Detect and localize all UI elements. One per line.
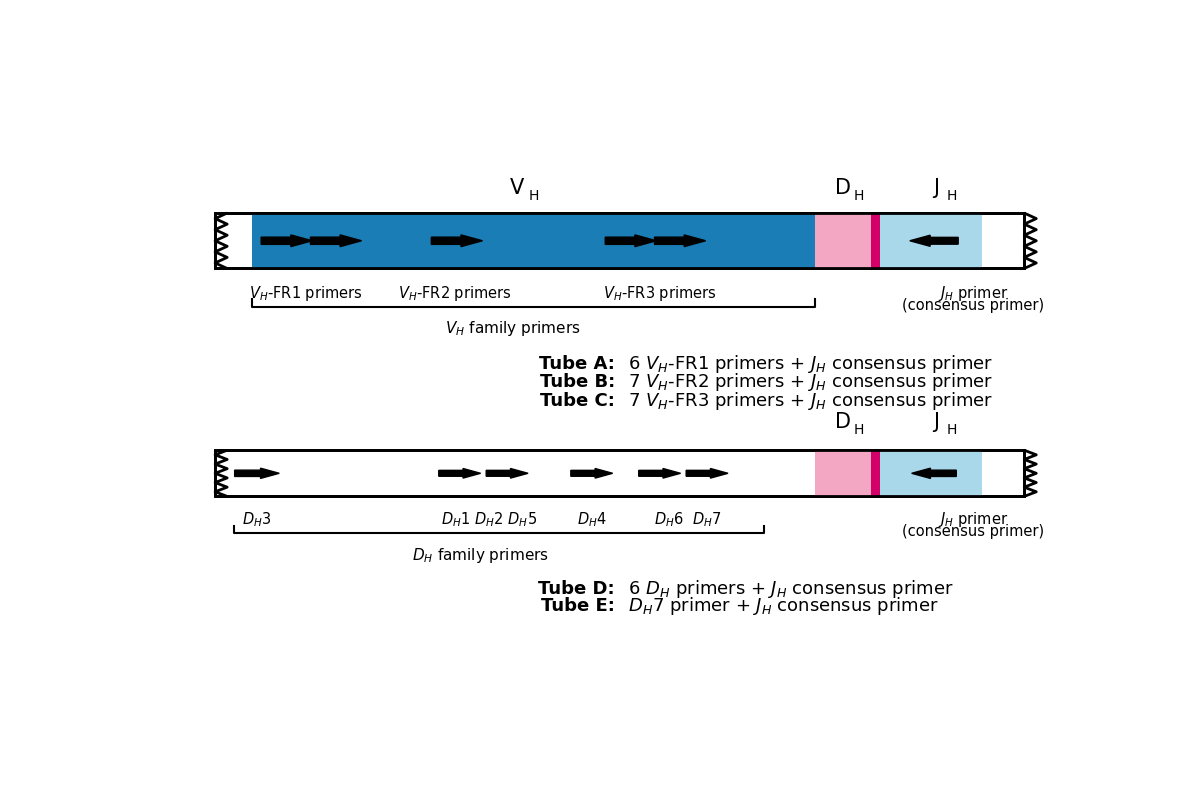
Polygon shape bbox=[486, 469, 528, 478]
Bar bbox=[880, 213, 983, 269]
Polygon shape bbox=[431, 235, 482, 246]
Bar bbox=[215, 450, 1024, 496]
Text: 6 $V_H$-FR1 primers + $J_H$ consensus primer: 6 $V_H$-FR1 primers + $J_H$ consensus pr… bbox=[617, 353, 992, 375]
Text: $V_H$-FR3 primers: $V_H$-FR3 primers bbox=[602, 284, 716, 303]
Text: D: D bbox=[835, 412, 851, 432]
Text: D: D bbox=[835, 178, 851, 198]
Text: $D_H$3: $D_H$3 bbox=[242, 510, 271, 529]
Text: $V_H$ family primers: $V_H$ family primers bbox=[445, 319, 581, 338]
Text: Tube A:: Tube A: bbox=[539, 355, 616, 373]
Text: H: H bbox=[854, 422, 864, 437]
Text: H: H bbox=[947, 189, 958, 202]
Polygon shape bbox=[686, 469, 728, 478]
Text: $D_H$7 primer + $J_H$ consensus primer: $D_H$7 primer + $J_H$ consensus primer bbox=[617, 595, 938, 617]
Text: $V_H$-FR1 primers: $V_H$-FR1 primers bbox=[250, 284, 364, 303]
Text: Tube B:: Tube B: bbox=[540, 374, 616, 391]
Text: J: J bbox=[932, 412, 938, 432]
Bar bbox=[871, 213, 880, 269]
Text: 6 $D_H$ primers + $J_H$ consensus primer: 6 $D_H$ primers + $J_H$ consensus primer bbox=[617, 578, 954, 600]
Text: $D_H$1 $D_H$2 $D_H$5: $D_H$1 $D_H$2 $D_H$5 bbox=[442, 510, 538, 529]
Text: (consensus primer): (consensus primer) bbox=[902, 298, 1044, 313]
Text: Tube E:: Tube E: bbox=[541, 597, 616, 615]
Bar bbox=[215, 450, 1024, 496]
Text: (consensus primer): (consensus primer) bbox=[902, 524, 1044, 539]
Polygon shape bbox=[262, 235, 312, 246]
Text: 7 $V_H$-FR2 primers + $J_H$ consensus primer: 7 $V_H$-FR2 primers + $J_H$ consensus pr… bbox=[617, 371, 992, 394]
Text: H: H bbox=[854, 189, 864, 202]
Polygon shape bbox=[654, 235, 706, 246]
Polygon shape bbox=[638, 469, 680, 478]
Bar bbox=[215, 213, 1024, 269]
Bar bbox=[815, 450, 871, 496]
Text: 7 $V_H$-FR3 primers + $J_H$ consensus primer: 7 $V_H$-FR3 primers + $J_H$ consensus pr… bbox=[617, 390, 992, 412]
Text: $V_H$-FR2 primers: $V_H$-FR2 primers bbox=[398, 284, 512, 303]
Text: H: H bbox=[947, 422, 958, 437]
Polygon shape bbox=[235, 468, 280, 478]
Text: $D_H$4: $D_H$4 bbox=[577, 510, 607, 529]
Text: $J_H$ primer: $J_H$ primer bbox=[938, 510, 1008, 529]
Text: $J_H$ primer: $J_H$ primer bbox=[938, 284, 1008, 303]
Bar bbox=[252, 213, 815, 269]
Text: H: H bbox=[528, 189, 539, 202]
Polygon shape bbox=[439, 469, 481, 478]
Text: J: J bbox=[932, 178, 938, 198]
Polygon shape bbox=[571, 469, 613, 478]
Text: $D_H$6  $D_H$7: $D_H$6 $D_H$7 bbox=[654, 510, 721, 529]
Polygon shape bbox=[311, 235, 361, 246]
Polygon shape bbox=[910, 235, 958, 246]
Bar bbox=[880, 450, 983, 496]
Bar bbox=[815, 213, 871, 269]
Bar bbox=[215, 213, 1024, 269]
Polygon shape bbox=[912, 468, 956, 478]
Polygon shape bbox=[605, 235, 656, 246]
Text: Tube C:: Tube C: bbox=[540, 392, 616, 410]
Text: $D_H$ family primers: $D_H$ family primers bbox=[412, 546, 548, 565]
Text: V: V bbox=[510, 178, 524, 198]
Text: Tube D:: Tube D: bbox=[539, 580, 616, 598]
Bar bbox=[871, 450, 880, 496]
